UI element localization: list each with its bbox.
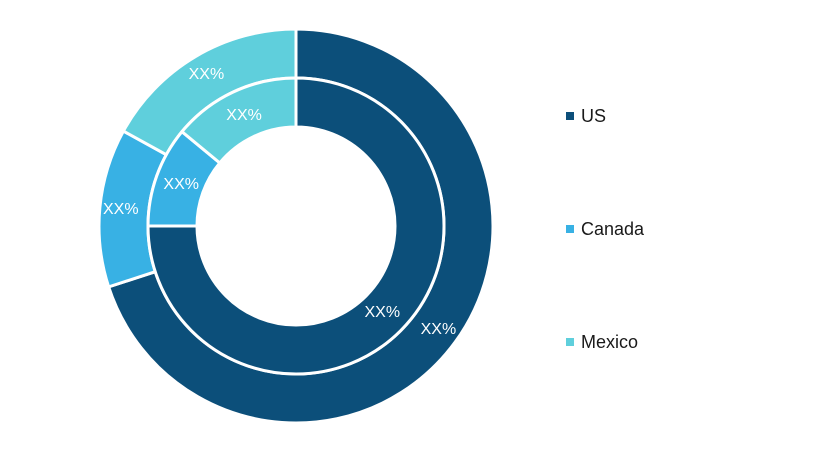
legend-swatch-canada <box>566 225 574 233</box>
inner-slice-mexico <box>179 76 298 166</box>
outer-slice-label-canada: XX% <box>103 201 139 218</box>
legend-label-canada: Canada <box>581 219 645 239</box>
donut-rings <box>97 27 495 425</box>
inner-slice-label-canada: XX% <box>163 176 199 193</box>
inner-slice-label-us: XX% <box>364 304 400 321</box>
inner-slice-label-mexico: XX% <box>226 107 262 124</box>
legend-label-us: US <box>581 106 606 126</box>
legend-swatch-us <box>566 112 574 120</box>
legend-swatch-mexico <box>566 338 574 346</box>
legend-label-mexico: Mexico <box>581 332 638 352</box>
outer-slice-label-us: XX% <box>421 321 457 338</box>
legend: US Canada Mexico <box>566 106 645 352</box>
inner-slice-us <box>146 76 446 376</box>
slice-labels: XX% XX% XX% XX% XX% XX% <box>103 66 456 338</box>
outer-slice-label-mexico: XX% <box>189 66 225 83</box>
